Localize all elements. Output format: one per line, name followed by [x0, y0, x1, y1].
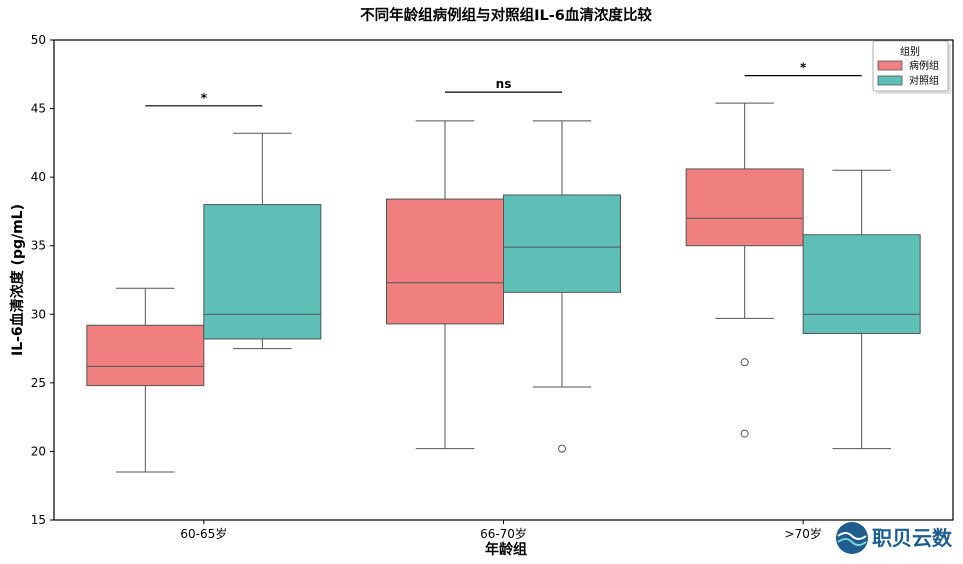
y-tick-label: 15 [31, 513, 46, 527]
logo-text: 职贝云数 [872, 526, 953, 550]
logo-wave-1 [837, 532, 867, 540]
plot-area: 15 20 25 30 35 40 45 50 60-65岁 66-70岁 >70岁 * ns * [31, 33, 954, 541]
box-control [503, 194, 621, 293]
legend: 组别 病例组 对照组 [872, 40, 951, 94]
outlier-point [558, 444, 566, 453]
legend-swatch-case [877, 60, 903, 71]
logo-icon [836, 522, 868, 554]
significance-label: * [201, 91, 208, 105]
brand-logo: 职贝云数 [836, 522, 953, 554]
y-tick-label: 40 [31, 170, 46, 184]
x-axis-label: 年龄组 [485, 541, 527, 558]
legend-swatch-control [877, 75, 903, 86]
y-tick-label: 20 [31, 444, 46, 458]
significance-label: ns [496, 77, 512, 91]
y-tick-label: 25 [31, 376, 46, 390]
legend-title: 组别 [900, 45, 920, 58]
box-control [203, 204, 322, 340]
significance-label: * [800, 61, 807, 75]
legend-label-control: 对照组 [909, 74, 939, 87]
x-tick-label: >70岁 [785, 526, 822, 541]
box-case [685, 168, 804, 247]
box-control [802, 234, 921, 334]
box-case [86, 324, 205, 387]
outlier-point [740, 429, 749, 438]
x-tick-label: 66-70岁 [480, 526, 527, 541]
y-tick-label: 45 [31, 102, 46, 116]
box-case [386, 198, 504, 325]
logo-wave-2 [837, 538, 867, 546]
y-axis-label: IL-6血清浓度 (pg/mL) [9, 204, 26, 356]
y-tick-label: 30 [31, 307, 46, 321]
chart-title: 不同年龄组病例组与对照组IL-6血清浓度比较 [360, 6, 652, 24]
y-tick-label: 35 [31, 239, 46, 253]
x-tick-label: 60-65岁 [180, 526, 227, 541]
y-tick-label: 50 [31, 33, 46, 47]
legend-label-case: 病例组 [909, 59, 939, 72]
outlier-point [740, 358, 749, 367]
